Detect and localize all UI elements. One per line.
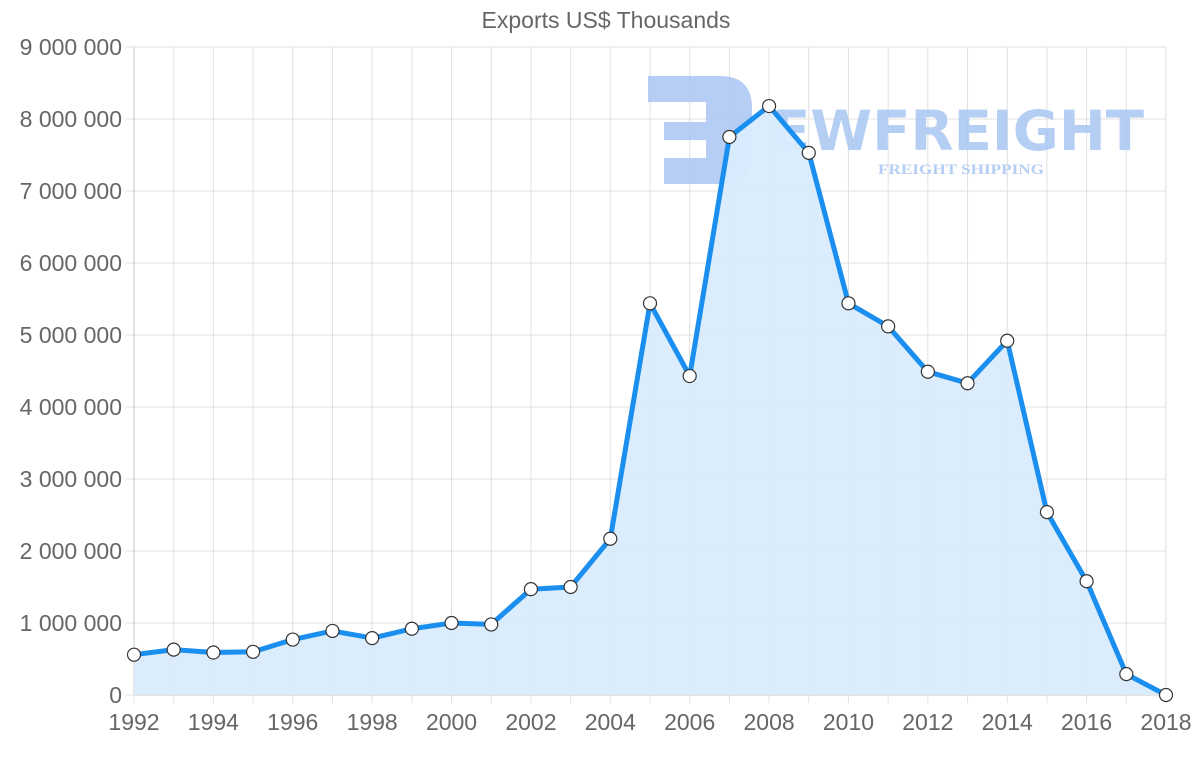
data-point[interactable] [960, 376, 975, 391]
x-tick-label: 1996 [267, 709, 318, 735]
y-tick-label: 9 000 000 [20, 34, 122, 60]
x-tick-label: 2000 [426, 709, 477, 735]
watermark-brand: EWFREIGHT [772, 99, 1144, 163]
y-tick-label: 1 000 000 [20, 610, 122, 636]
y-axis: 0 1 000 000 2 000 000 3 000 000 4 000 000 5 0… [20, 34, 122, 708]
data-point[interactable] [1119, 667, 1134, 682]
x-tick-label: 2008 [743, 709, 794, 735]
data-point[interactable] [484, 617, 499, 632]
data-point[interactable] [444, 615, 459, 631]
x-tick-label: 2002 [505, 709, 556, 735]
y-tick-label: 6 000 000 [20, 250, 122, 276]
watermark-tagline: FREIGHT SHIPPING [878, 162, 1044, 178]
data-point[interactable] [761, 98, 777, 114]
data-point[interactable] [126, 647, 142, 662]
y-tick-label: 2 000 000 [20, 538, 122, 564]
x-tick-label: 1992 [108, 709, 159, 735]
data-point[interactable] [1000, 333, 1015, 348]
data-point[interactable] [1079, 574, 1094, 589]
data-point[interactable] [404, 621, 419, 636]
x-tick-label: 2016 [1061, 709, 1112, 735]
y-tick-label: 8 000 000 [20, 106, 122, 132]
data-point[interactable] [642, 296, 658, 311]
data-point[interactable] [523, 582, 539, 597]
data-point[interactable] [285, 632, 300, 647]
data-point[interactable] [1158, 687, 1174, 703]
y-tick-label: 5 000 000 [20, 322, 122, 348]
x-tick-label: 2012 [902, 709, 953, 735]
data-point[interactable] [801, 145, 816, 160]
x-tick-label: 1994 [188, 709, 239, 735]
y-tick-label: 4 000 000 [20, 394, 122, 420]
data-point[interactable] [563, 579, 578, 595]
y-tick-label: 3 000 000 [20, 466, 122, 492]
data-point[interactable] [325, 623, 340, 639]
data-point[interactable] [920, 364, 935, 379]
data-point[interactable] [245, 644, 261, 659]
y-tick-label: 0 [109, 682, 122, 708]
y-tick-label: 7 000 000 [20, 178, 122, 204]
data-point[interactable] [881, 319, 896, 334]
x-tick-label: 2014 [982, 709, 1033, 735]
x-tick-label: 2004 [585, 709, 636, 735]
data-point[interactable] [1039, 505, 1055, 520]
data-point[interactable] [206, 645, 221, 660]
data-point[interactable] [682, 368, 697, 384]
data-point[interactable] [365, 631, 380, 646]
data-point[interactable] [722, 129, 737, 145]
data-points [126, 98, 1174, 703]
x-tick-label: 2006 [664, 709, 715, 735]
x-tick-label: 2018 [1140, 709, 1191, 735]
x-tick-label: 2010 [823, 709, 874, 735]
data-point[interactable] [841, 296, 856, 311]
data-point[interactable] [603, 531, 618, 546]
area-fill [134, 106, 1166, 695]
data-point[interactable] [166, 642, 181, 657]
chart-title: Exports US$ Thousands [481, 7, 731, 33]
x-axis: 1992 1994 1996 1998 2000 2002 2004 2006 2008 2010… [108, 709, 1191, 735]
x-tick-label: 1998 [347, 709, 398, 735]
